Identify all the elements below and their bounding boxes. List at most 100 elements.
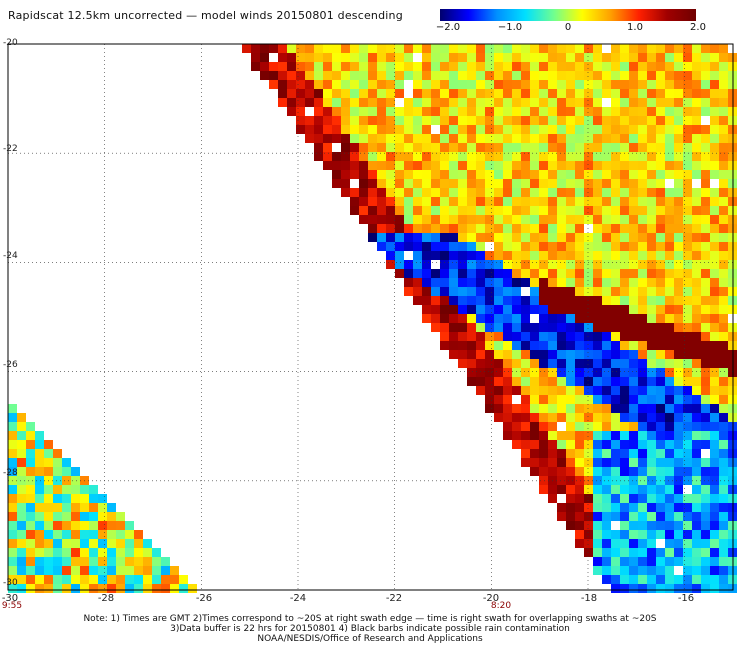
wind-cell (152, 575, 161, 584)
wind-cell (656, 512, 665, 521)
wind-cell (701, 395, 710, 404)
wind-cell (566, 269, 575, 278)
wind-cell (521, 206, 530, 215)
wind-cell (710, 530, 719, 539)
wind-cell (530, 377, 539, 386)
wind-cell (431, 152, 440, 161)
wind-cell (503, 170, 512, 179)
wind-cell (683, 116, 692, 125)
wind-cell (602, 359, 611, 368)
wind-cell (449, 161, 458, 170)
wind-cell (512, 152, 521, 161)
wind-cell (530, 368, 539, 377)
wind-cell (395, 188, 404, 197)
wind-cell (629, 377, 638, 386)
wind-cell (575, 215, 584, 224)
wind-cell (521, 44, 530, 53)
wind-cell (8, 548, 17, 557)
wind-cell (710, 278, 719, 287)
wind-cell (512, 62, 521, 71)
wind-cell (710, 386, 719, 395)
wind-cell (440, 296, 449, 305)
lat-label: -26 (3, 360, 18, 370)
wind-cell (476, 269, 485, 278)
wind-cell (674, 206, 683, 215)
wind-cell (386, 233, 395, 242)
wind-cell (719, 143, 728, 152)
wind-cell (701, 80, 710, 89)
wind-cell (494, 242, 503, 251)
wind-cell (368, 71, 377, 80)
wind-cell (440, 269, 449, 278)
wind-cell (548, 341, 557, 350)
wind-cell (476, 71, 485, 80)
wind-cell (611, 413, 620, 422)
wind-cell (458, 125, 467, 134)
wind-cell (656, 386, 665, 395)
wind-cell (368, 107, 377, 116)
wind-cell (593, 530, 602, 539)
wind-cell (629, 368, 638, 377)
wind-cell (566, 260, 575, 269)
wind-cell (431, 242, 440, 251)
wind-cell (665, 296, 674, 305)
wind-cell (611, 116, 620, 125)
wind-cell (260, 53, 269, 62)
wind-cell (467, 206, 476, 215)
wind-cell (386, 125, 395, 134)
wind-cell (494, 89, 503, 98)
wind-cell (458, 53, 467, 62)
wind-cell (395, 224, 404, 233)
wind-cell (458, 98, 467, 107)
wind-cell (584, 269, 593, 278)
wind-cell (719, 323, 728, 332)
wind-cell (638, 350, 647, 359)
wind-cell (575, 431, 584, 440)
wind-cell (80, 557, 89, 566)
wind-cell (710, 395, 719, 404)
wind-cell (584, 404, 593, 413)
wind-cell (665, 125, 674, 134)
wind-cell (683, 494, 692, 503)
wind-cell (53, 494, 62, 503)
wind-cell (629, 179, 638, 188)
wind-cell (467, 134, 476, 143)
wind-cell (395, 206, 404, 215)
wind-cell (422, 179, 431, 188)
wind-cell (674, 170, 683, 179)
wind-cell (692, 539, 701, 548)
wind-cell (521, 89, 530, 98)
wind-cell (602, 206, 611, 215)
wind-cell (710, 512, 719, 521)
wind-cell (170, 575, 179, 584)
wind-cell (512, 269, 521, 278)
wind-cell (530, 359, 539, 368)
wind-cell (629, 422, 638, 431)
wind-cell (602, 71, 611, 80)
wind-cell (584, 179, 593, 188)
wind-cell (476, 314, 485, 323)
wind-cell (584, 161, 593, 170)
wind-cell (692, 53, 701, 62)
wind-cell (611, 188, 620, 197)
wind-cell (422, 62, 431, 71)
wind-cell (584, 296, 593, 305)
wind-cell (287, 107, 296, 116)
wind-cell (512, 350, 521, 359)
wind-cell (566, 161, 575, 170)
wind-cell (719, 377, 728, 386)
wind-cell (467, 350, 476, 359)
wind-cell (674, 413, 683, 422)
wind-cell (404, 215, 413, 224)
wind-cell (368, 206, 377, 215)
wind-cell (161, 566, 170, 575)
wind-cell (692, 413, 701, 422)
wind-cell (620, 251, 629, 260)
wind-cell (71, 512, 80, 521)
wind-cell (602, 467, 611, 476)
wind-cell (395, 44, 404, 53)
wind-cell (656, 260, 665, 269)
wind-cell (395, 251, 404, 260)
colorbar-tick: 1.0 (627, 22, 643, 33)
wind-cell (656, 413, 665, 422)
